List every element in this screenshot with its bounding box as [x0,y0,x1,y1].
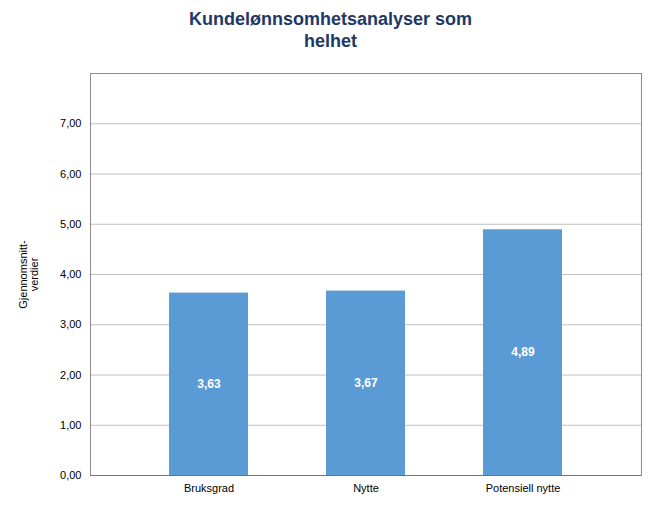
svg-text:Bruksgrad: Bruksgrad [184,482,234,494]
svg-text:0,00: 0,00 [60,469,81,481]
svg-text:5,00: 5,00 [60,218,81,230]
svg-text:1,00: 1,00 [60,419,81,431]
svg-text:4,00: 4,00 [60,268,81,280]
svg-text:Nytte: Nytte [353,482,379,494]
html-text:Kundelønnsomhetsanalyser som h: Kundelønnsomhetsanalyser som helhet [189,9,472,51]
svg-text:7,00: 7,00 [60,117,81,129]
svg-text:3,00: 3,00 [60,318,81,330]
svg-text:6,00: 6,00 [60,168,81,180]
svg-text:4,89: 4,89 [511,345,535,359]
svg-text:Potensiell nytte: Potensiell nytte [486,482,561,494]
svg-text:Gjennomsnitt-verdier: Gjennomsnitt-verdier [17,240,40,309]
svg-text:3,63: 3,63 [197,377,221,391]
svg-text:3,67: 3,67 [354,376,378,390]
svg-text:2,00: 2,00 [60,369,81,381]
